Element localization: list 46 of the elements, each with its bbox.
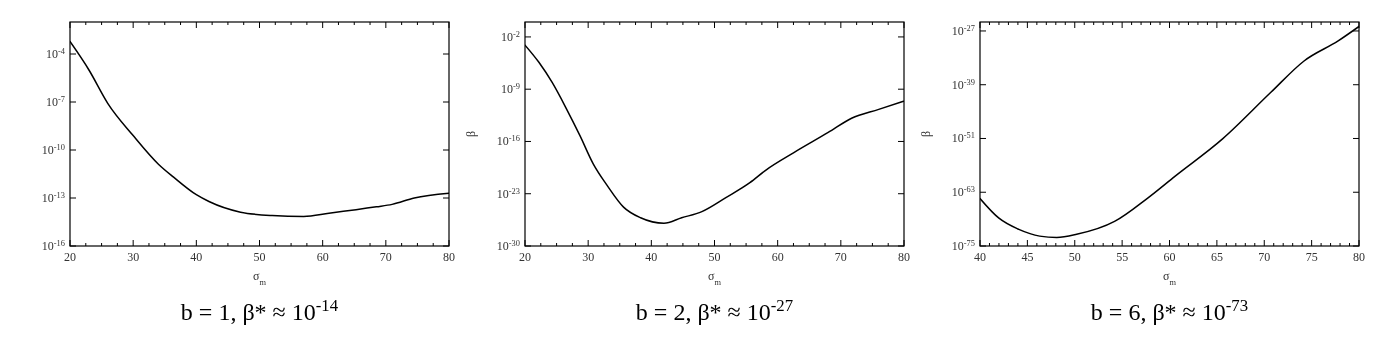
x-tick-label: 20 [519,250,531,264]
x-tick-label: 80 [898,250,910,264]
x-tick-label: 60 [1163,250,1176,264]
x-tick-label: 50 [708,250,721,264]
x-tick-label: 50 [253,250,266,264]
y-tick-label: 10$^{-30}$ [496,238,520,253]
y-tick-label: 10$^{-4}$ [46,46,66,61]
x-tick-label: 60 [771,250,784,264]
x-axis-title: σ$_{m}$ [708,269,722,287]
y-tick-label: 10$^{-10}$ [41,142,65,157]
y-tick-label: 10$^{-7}$ [46,94,65,109]
x-tick-label: 60 [316,250,329,264]
y-axis-title: β [464,130,478,138]
x-tick-label: 40 [645,250,658,264]
y-tick-label: 10$^{-16}$ [41,238,65,253]
y-tick-label: 10$^{-2}$ [501,29,520,44]
x-tick-label: 55 [1116,250,1129,264]
x-tick-label: 75 [1305,250,1318,264]
y-tick-label: 10$^{-16}$ [496,133,520,149]
x-tick-label: 30 [127,250,140,264]
y-axis-title: β [919,130,933,138]
x-tick-label: 70 [379,250,392,264]
y-tick-label: 10$^{-75}$ [951,238,975,253]
x-tick-label: 65 [1210,250,1223,264]
text: b = 6, β* ≈ 10$^{-73}$ [1090,295,1249,325]
x-tick-label: 50 [1068,250,1081,264]
x-tick-label: 40 [190,250,203,264]
x-tick-label: 70 [834,250,847,264]
text: b = 1, β* ≈ 10$^{-14}$ [180,295,339,325]
x-tick-label: 70 [1258,250,1271,264]
x-tick-label: 40 [974,250,986,264]
y-tick-label: 10$^{-27}$ [951,23,975,38]
y-tick-label: 10$^{-63}$ [951,184,975,200]
x-tick-label: 80 [443,250,455,264]
y-tick-label: 10$^{-13}$ [41,190,65,205]
y-tick-label: 10$^{-51}$ [951,130,975,146]
text: b = 2, β* ≈ 10$^{-27}$ [635,295,794,325]
x-axis-title: σ$_{m}$ [253,269,267,287]
x-tick-label: 45 [1021,250,1034,264]
y-tick-label: 10$^{-23}$ [496,186,520,201]
x-tick-label: 80 [1353,250,1365,264]
x-axis-title: σ$_{m}$ [1163,269,1177,287]
y-tick-label: 10$^{-9}$ [501,81,520,97]
x-tick-label: 20 [64,250,76,264]
x-tick-label: 30 [582,250,595,264]
y-tick-label: 10$^{-39}$ [951,77,975,92]
